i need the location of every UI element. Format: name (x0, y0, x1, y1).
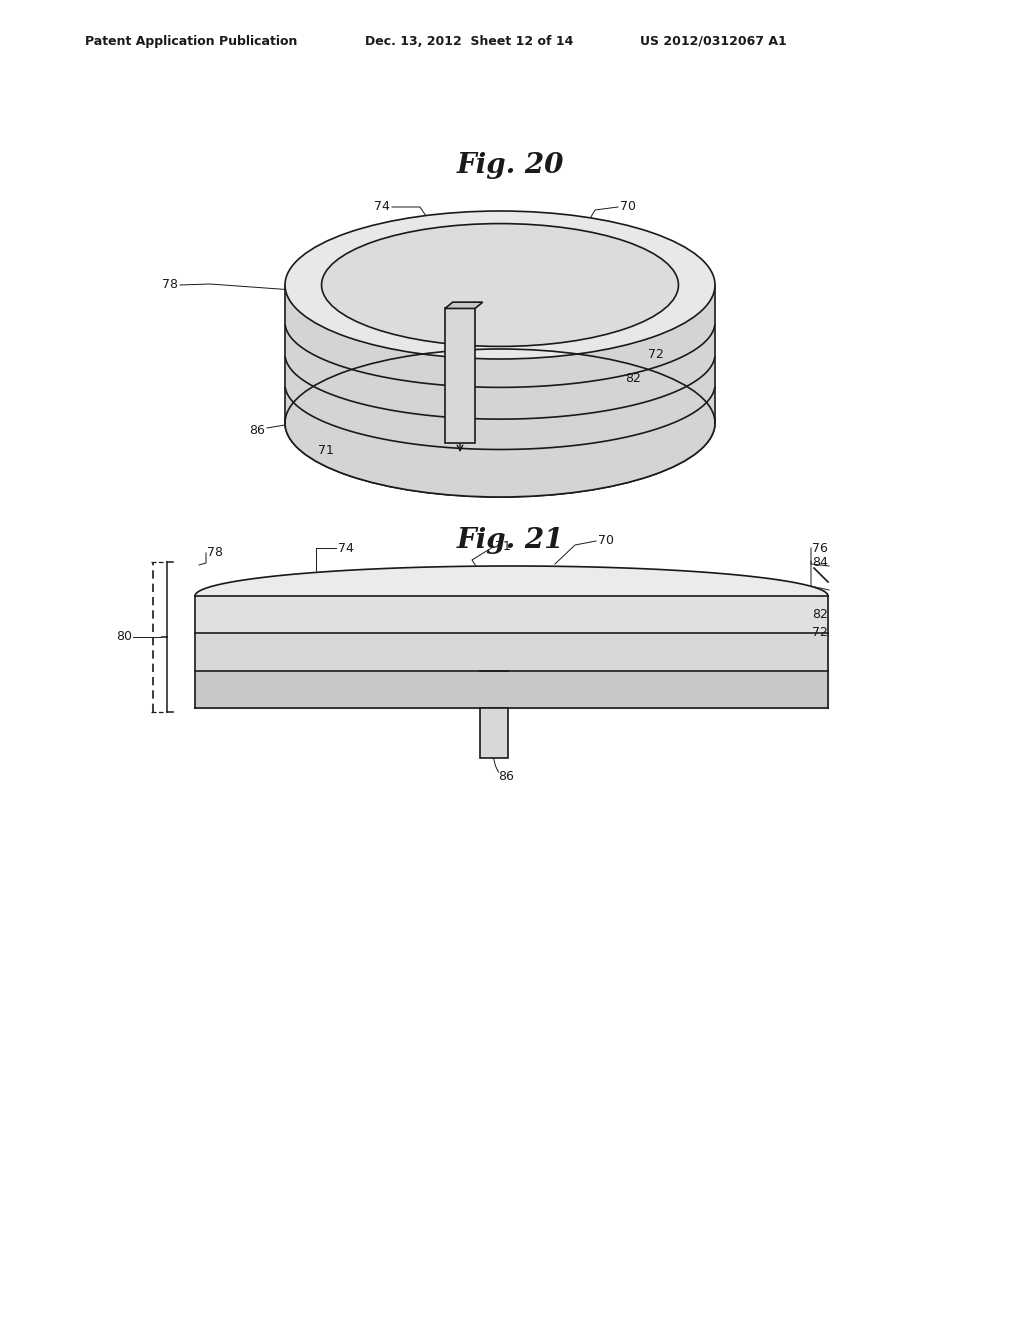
Ellipse shape (322, 223, 679, 346)
Polygon shape (195, 671, 828, 708)
Polygon shape (195, 597, 828, 634)
Text: 72: 72 (812, 626, 827, 639)
Text: 78: 78 (162, 279, 178, 292)
Polygon shape (195, 597, 828, 708)
Text: Fig. 21: Fig. 21 (457, 527, 563, 554)
Polygon shape (445, 302, 482, 309)
Text: 70: 70 (620, 201, 636, 214)
Text: 84: 84 (812, 557, 827, 569)
Polygon shape (285, 285, 715, 498)
Text: 76: 76 (812, 541, 827, 554)
Text: 71: 71 (495, 540, 511, 553)
Ellipse shape (285, 211, 715, 359)
Polygon shape (195, 634, 828, 671)
Text: 82: 82 (812, 607, 827, 620)
Text: 72: 72 (648, 348, 664, 362)
Text: 74: 74 (338, 541, 354, 554)
Text: 82: 82 (625, 371, 641, 384)
Polygon shape (445, 309, 475, 444)
Polygon shape (195, 566, 828, 597)
Text: Patent Application Publication: Patent Application Publication (85, 36, 297, 48)
Text: 70: 70 (598, 535, 614, 548)
Text: 76: 76 (648, 289, 664, 301)
Text: Dec. 13, 2012  Sheet 12 of 14: Dec. 13, 2012 Sheet 12 of 14 (365, 36, 573, 48)
Text: 86: 86 (249, 424, 265, 437)
Text: Fig. 20: Fig. 20 (457, 152, 563, 180)
Text: 71: 71 (318, 444, 334, 457)
Text: 86: 86 (499, 770, 514, 783)
Ellipse shape (285, 348, 715, 498)
Text: 74: 74 (374, 201, 390, 214)
Text: 80: 80 (116, 631, 132, 644)
Polygon shape (479, 708, 508, 758)
Text: US 2012/0312067 A1: US 2012/0312067 A1 (640, 36, 786, 48)
Text: 78: 78 (207, 546, 223, 560)
